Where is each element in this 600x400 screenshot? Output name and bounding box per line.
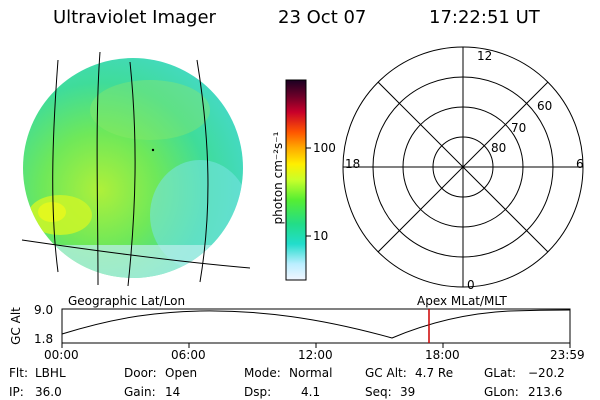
y-bottom-label: 1.8	[34, 332, 54, 346]
glat-value: −20.2	[528, 366, 565, 380]
mlt-label-12: 12	[477, 49, 493, 63]
glat-label: GLat:	[484, 366, 517, 380]
filter-label: Flt:	[9, 366, 28, 380]
apex-title: Apex MLat/MLT	[417, 294, 507, 308]
lat-label-60: 60	[537, 99, 553, 113]
x-tick-2359: 23:59	[550, 348, 585, 362]
uv-earth-image	[21, 51, 251, 287]
x-tick-1200: 12:00	[298, 348, 333, 362]
lat-label-70: 70	[511, 121, 527, 135]
gain-value: 14	[165, 385, 181, 399]
gc-alt-value: 4.7 Re	[415, 366, 454, 380]
gc-alt-label: GC Alt:	[365, 366, 407, 380]
mlt-label-0: 0	[467, 278, 475, 292]
time-label: 17:22:51 UT	[429, 7, 540, 28]
x-tick-1800: 18:00	[425, 348, 460, 362]
geographic-title: Geographic Lat/Lon	[68, 294, 186, 308]
colorbar-unit-label: photon cm⁻²s⁻¹	[271, 131, 285, 225]
glon-label: GLon:	[484, 385, 519, 399]
filter-value: LBHL	[35, 366, 66, 380]
seq-label: Seq:	[365, 385, 392, 399]
door-label: Door:	[124, 366, 157, 380]
glon-value: 213.6	[528, 385, 563, 399]
door-value: Open	[165, 366, 198, 380]
mode-label: Mode:	[244, 366, 281, 380]
ip-label: IP:	[9, 385, 24, 399]
date-label: 23 Oct 07	[278, 7, 367, 28]
y-top-label: 9.0	[34, 303, 54, 317]
mlt-label-6: 6	[576, 157, 584, 171]
gain-label: Gain:	[124, 385, 156, 399]
gc-alt-axis-label: GC Alt	[8, 307, 23, 345]
seq-value: 39	[400, 385, 416, 399]
mlt-label-18: 18	[345, 157, 361, 171]
color-bar	[285, 79, 311, 281]
dsp-value: 4.1	[301, 385, 321, 399]
dsp-label: Dsp:	[244, 385, 272, 399]
mode-value: Normal	[289, 366, 333, 380]
x-tick-0600: 06:00	[171, 348, 206, 362]
colorbar-tick-10: 10	[313, 229, 329, 243]
x-tick-0000: 00:00	[44, 348, 79, 362]
colorbar-tick-100: 100	[313, 141, 336, 155]
ip-value: 36.0	[35, 385, 62, 399]
timeline-plot	[61, 308, 571, 348]
polar-plot	[342, 46, 584, 288]
lat-label-80: 80	[491, 141, 507, 155]
instrument-title: Ultraviolet Imager	[53, 7, 216, 28]
